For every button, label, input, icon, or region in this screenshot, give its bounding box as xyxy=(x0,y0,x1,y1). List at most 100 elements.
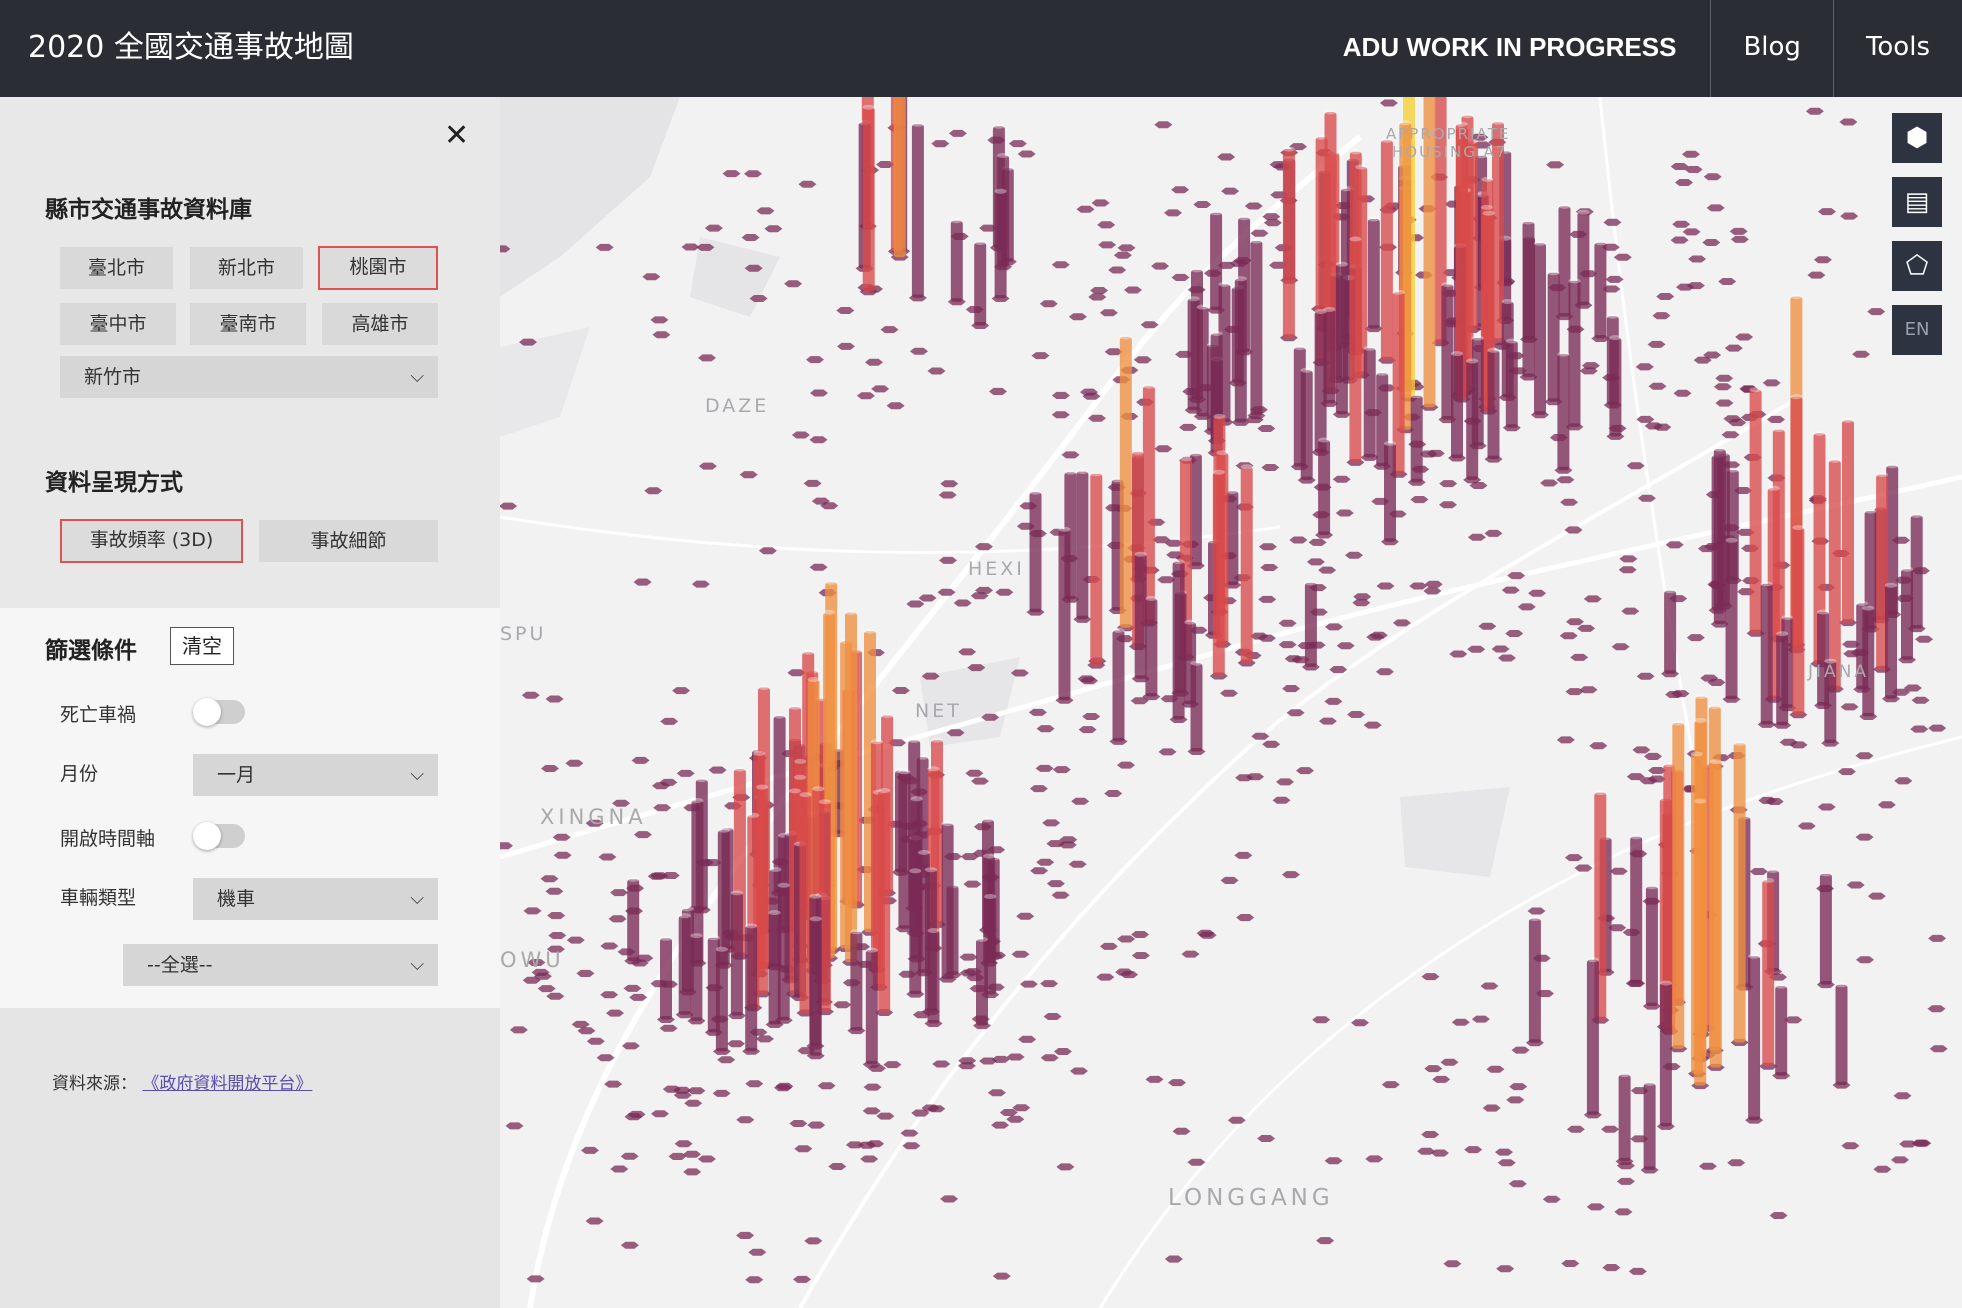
hex-cell xyxy=(744,264,763,272)
toggle-knob xyxy=(193,822,221,850)
hex-cell xyxy=(1329,666,1348,674)
fatal-toggle[interactable] xyxy=(193,698,245,726)
hex-cell xyxy=(1893,1092,1912,1100)
clear-button[interactable]: 清空 xyxy=(170,627,234,665)
hex-cell xyxy=(938,491,957,499)
hex-column-body xyxy=(1762,880,1775,1067)
hex-cell xyxy=(581,1146,599,1154)
hex-column xyxy=(1145,596,1158,697)
hex-column xyxy=(850,929,863,1031)
hex-cell xyxy=(598,853,617,861)
hex-column-body xyxy=(690,935,703,1021)
place-label: APPROPRIATE xyxy=(1386,125,1510,143)
hex-cell xyxy=(883,1061,902,1069)
hex-cell xyxy=(1263,219,1282,227)
hex-column xyxy=(1451,351,1463,459)
hex-column xyxy=(1828,457,1841,689)
hex-cell xyxy=(1016,912,1035,920)
hex-column xyxy=(1492,119,1504,342)
hex-column-body xyxy=(660,938,672,1020)
hex-column-body xyxy=(1547,272,1560,402)
hex-column-top xyxy=(1709,759,1722,765)
hex-column xyxy=(1672,720,1685,1049)
hex-column-top xyxy=(1781,615,1794,620)
hex-cell xyxy=(1193,201,1212,208)
city-button-new-taipei[interactable]: 新北市 xyxy=(190,247,303,289)
hex-cell xyxy=(860,1155,879,1163)
hex-column xyxy=(1134,551,1147,679)
hex-column-body xyxy=(1522,222,1535,377)
nav-blog[interactable]: Blog xyxy=(1710,0,1832,97)
hex-column xyxy=(1862,605,1875,717)
hex-column-top xyxy=(1522,219,1535,225)
hex-cell xyxy=(793,1275,811,1283)
hex-column xyxy=(911,121,924,298)
hex-cell xyxy=(736,1231,755,1239)
hex-cell xyxy=(806,356,824,364)
hex-column-top xyxy=(1282,146,1295,152)
city-button-tainan[interactable]: 臺南市 xyxy=(190,303,306,345)
month-select[interactable]: 一月 ⌵ xyxy=(193,754,438,796)
mode-button-detail[interactable]: 事故細節 xyxy=(259,520,438,562)
mode-button-3d[interactable]: 事故頻率 (3D) xyxy=(60,519,243,563)
hex-column-body xyxy=(809,918,822,1056)
city-button-taichung[interactable]: 臺中市 xyxy=(60,303,176,345)
close-icon[interactable]: ✕ xyxy=(444,118,470,153)
city-select[interactable]: 新竹市 ⌵ xyxy=(60,356,438,398)
city-button-kaohsiung[interactable]: 高雄市 xyxy=(322,303,438,345)
hex-cell xyxy=(1157,576,1176,584)
hex-cell xyxy=(1686,634,1705,642)
hex-column-top xyxy=(730,890,743,896)
source-link[interactable]: 《政府資料開放平台》 xyxy=(142,1074,313,1094)
hex-column xyxy=(1234,276,1247,423)
hex-cell xyxy=(1491,645,1510,653)
hex-column-top xyxy=(1451,351,1463,357)
hex-column-top xyxy=(1767,868,1780,873)
hex-column-body xyxy=(1594,242,1607,339)
place-label: OWU xyxy=(500,948,565,972)
nav-tools[interactable]: Tools xyxy=(1832,0,1962,97)
hex-cell xyxy=(676,769,695,777)
hex-cell xyxy=(698,462,717,470)
hex-column-body xyxy=(1134,554,1147,679)
hex-cell xyxy=(1029,785,1048,793)
hex-column-body xyxy=(691,800,704,964)
hex-column xyxy=(1775,983,1788,1076)
hex-column-body xyxy=(1300,370,1313,481)
hex-column-top xyxy=(845,610,857,615)
timeline-toggle[interactable] xyxy=(193,822,245,850)
hex-column xyxy=(1029,489,1042,613)
hex-cell xyxy=(1051,891,1070,899)
hex-column-top xyxy=(974,240,987,245)
hex-column-top xyxy=(1594,790,1607,796)
map-shape-icon[interactable]: ⬠ xyxy=(1892,241,1942,291)
hex-column-body xyxy=(1659,983,1672,1127)
map-canvas[interactable]: DAZE HEXI SPU NET XINGNA OWU LONGGANG JI… xyxy=(500,97,1962,1308)
hex-cell xyxy=(727,1040,745,1048)
hex-column-body xyxy=(1694,801,1707,1086)
hex-column-body xyxy=(1609,337,1622,437)
brand-link[interactable]: ADU WORK IN PROGRESS xyxy=(1342,32,1677,62)
hex-column xyxy=(1748,953,1761,1121)
hex-cell xyxy=(642,273,661,281)
hex-column xyxy=(1842,417,1854,623)
city-button-taipei[interactable]: 臺北市 xyxy=(60,247,173,289)
hex-column-body xyxy=(1367,219,1380,329)
hex-column-body xyxy=(1534,243,1546,415)
hex-cell xyxy=(1501,586,1520,594)
database-icon[interactable]: ▤ xyxy=(1892,177,1942,227)
lang-button[interactable]: EN xyxy=(1892,305,1942,355)
hex-column-top xyxy=(1568,278,1581,284)
hex-column xyxy=(1434,97,1447,343)
hex-cell xyxy=(527,959,546,966)
city-button-taoyuan[interactable]: 桃園市 xyxy=(318,246,438,290)
hex-cell xyxy=(697,1155,716,1163)
vehicle-select[interactable]: 機車 ⌵ xyxy=(193,878,438,920)
hex-column-top xyxy=(1672,720,1685,726)
3d-view-icon[interactable]: ⬢ xyxy=(1892,113,1942,163)
hex-cell xyxy=(804,1237,823,1245)
vehicle-sub-select[interactable]: --全選-- ⌵ xyxy=(123,944,438,986)
hex-cell xyxy=(774,1084,792,1092)
hex-column-top xyxy=(1132,449,1144,455)
hex-column xyxy=(1528,916,1541,1043)
